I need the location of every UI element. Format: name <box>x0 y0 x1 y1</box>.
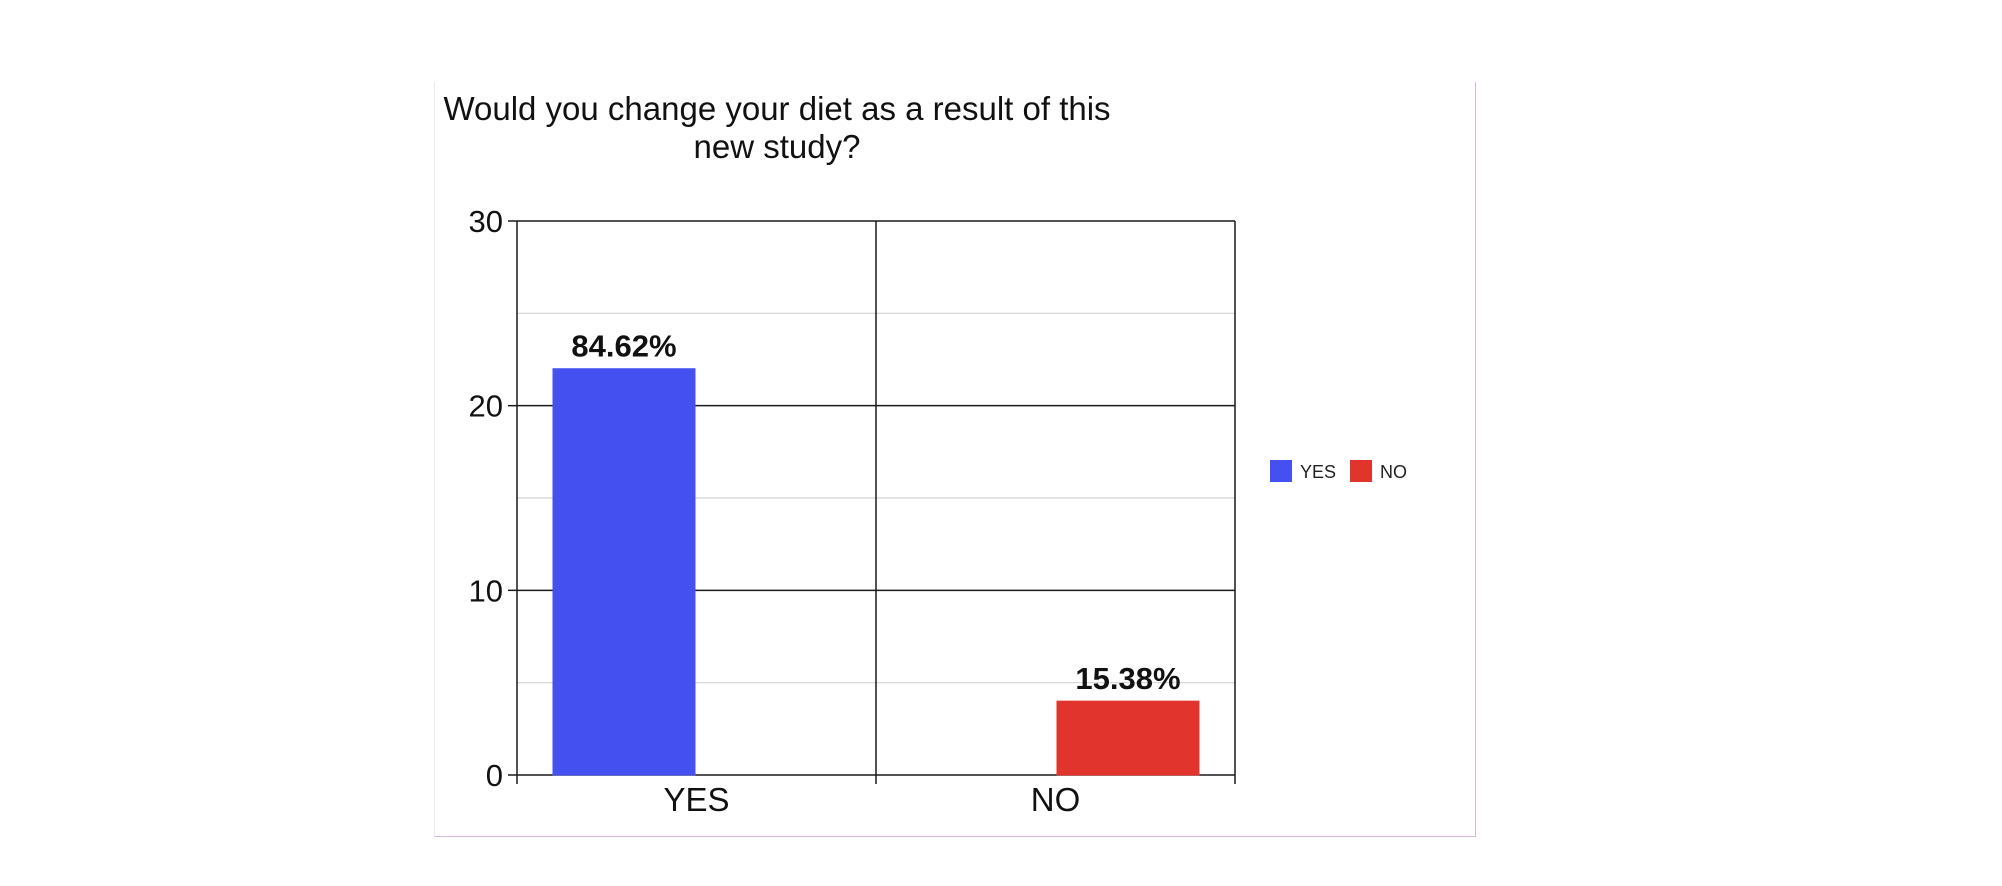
axes: 0 10 20 30 YES NO <box>469 204 1236 818</box>
legend-label: NO <box>1380 462 1407 482</box>
bar <box>552 368 696 776</box>
chart-title-line-1: Would you change your diet as a result o… <box>443 90 1110 127</box>
y-tick-label: 0 <box>486 758 503 793</box>
x-category-label: YES <box>663 781 729 818</box>
chart-title: Would you change your diet as a result o… <box>443 90 1110 165</box>
legend-label: YES <box>1300 462 1336 482</box>
legend: YES NO <box>1270 460 1407 482</box>
data-label: 15.38% <box>1075 661 1180 696</box>
legend-swatch <box>1350 460 1372 482</box>
y-tick-label: 30 <box>469 204 503 239</box>
y-tick-label: 20 <box>469 389 503 424</box>
legend-swatch <box>1270 460 1292 482</box>
y-tick-label: 10 <box>469 573 503 608</box>
chart-frame: Would you change your diet as a result o… <box>434 82 1476 837</box>
chart-title-line-2: new study? <box>694 128 861 165</box>
bar <box>1056 700 1200 776</box>
bar-chart: Would you change your diet as a result o… <box>443 90 1407 818</box>
x-category-label: NO <box>1031 781 1081 818</box>
data-label: 84.62% <box>571 329 676 364</box>
labels: 84.62% 15.38% <box>571 329 1180 696</box>
bars <box>552 368 1200 776</box>
